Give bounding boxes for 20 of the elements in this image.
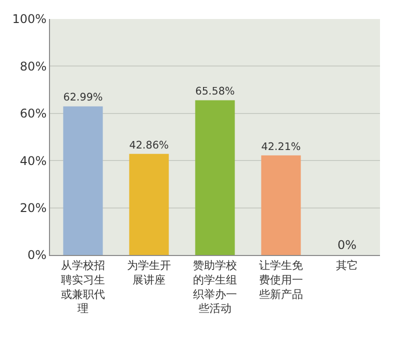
data-label: 62.99% bbox=[63, 92, 103, 104]
y-tick-label: 60% bbox=[20, 106, 47, 121]
x-tick-label: 其它 bbox=[336, 259, 358, 272]
bar bbox=[63, 106, 103, 255]
y-tick-label: 40% bbox=[20, 154, 47, 168]
y-tick-label: 20% bbox=[20, 201, 47, 215]
y-tick-label: 0% bbox=[28, 248, 47, 262]
y-tick-label: 100% bbox=[12, 12, 47, 26]
bar bbox=[195, 100, 235, 255]
data-label: 42.86% bbox=[129, 139, 169, 152]
bar bbox=[261, 155, 301, 255]
data-label: 42.21% bbox=[261, 140, 301, 153]
data-label: 0% bbox=[337, 238, 357, 252]
x-tick-label: 让学生免费使用一些新产品 bbox=[259, 259, 303, 301]
x-tick-label: 从学校招聘实习生或兼职代理 bbox=[61, 259, 105, 316]
y-tick-label: 80% bbox=[20, 59, 47, 74]
data-label: 65.58% bbox=[195, 86, 235, 98]
x-tick-label: 为学生开展讲座 bbox=[127, 259, 171, 286]
bar bbox=[129, 154, 169, 255]
x-tick-label: 赞助学校的学生组织举办一些活动 bbox=[193, 259, 237, 316]
